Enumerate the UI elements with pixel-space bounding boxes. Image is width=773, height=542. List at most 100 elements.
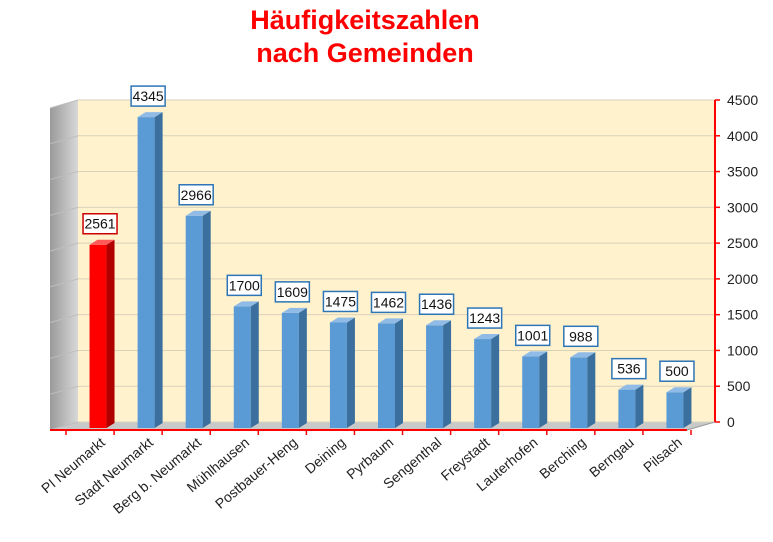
bar-top [570, 352, 596, 358]
y-tick-label: 1000 [727, 342, 758, 358]
data-label-box [514, 324, 551, 347]
bar-front [474, 339, 492, 428]
bar-top [89, 239, 115, 245]
bar-top [618, 384, 644, 390]
bar-front [329, 322, 347, 428]
data-label-box [82, 212, 118, 235]
data-label-text: 536 [617, 361, 641, 377]
bar-side [250, 301, 259, 428]
y-tick-label: 2000 [727, 271, 758, 287]
data-label-text: 500 [665, 363, 689, 379]
bar-front [618, 389, 636, 428]
data-labels: 2561 4345 2966 1700 1609 1475 1462 1436 1243 1001… [82, 85, 695, 382]
bar-side [395, 318, 403, 428]
data-label-8: 1243 [466, 307, 503, 329]
gridline-side [49, 99, 79, 109]
axes [50, 100, 716, 435]
y-tick-label: 1500 [727, 307, 758, 323]
bar-10 [570, 352, 596, 428]
bar-4 [281, 307, 307, 428]
data-label-box [178, 184, 214, 206]
data-label-box [322, 290, 359, 313]
category-label-11: Berngau [586, 434, 637, 480]
bar-5 [329, 317, 355, 428]
bar-front [185, 215, 203, 428]
bar-side [298, 307, 307, 428]
data-label-box [418, 293, 455, 315]
data-label-text: 1243 [469, 310, 500, 326]
data-label-5: 1475 [322, 290, 359, 313]
bar-side [443, 320, 452, 428]
category-label-10: Berching [536, 434, 589, 482]
data-label-11: 536 [611, 357, 647, 380]
y-tick-label: 3000 [727, 199, 758, 215]
side-wall [50, 100, 78, 430]
bars [89, 112, 692, 428]
bar-front [137, 117, 155, 428]
y-tick-label: 2500 [727, 235, 758, 251]
bar-side [154, 112, 163, 428]
bar-2 [185, 210, 211, 428]
data-label-text: 1462 [373, 294, 404, 310]
data-label-4: 1609 [274, 281, 311, 303]
data-label-9: 1001 [514, 324, 551, 347]
data-label-text: 1436 [421, 296, 452, 312]
bar-front [281, 312, 299, 428]
y-tick-label: 500 [727, 378, 751, 394]
data-label-text: 1700 [229, 277, 260, 293]
data-label-10: 988 [563, 325, 599, 348]
data-label-text: 2561 [84, 216, 115, 232]
data-label-box [611, 357, 647, 380]
bar-top [329, 317, 355, 323]
data-label-box [274, 281, 311, 303]
data-label-text: 1609 [277, 284, 308, 300]
bar-front [233, 306, 251, 428]
bar-side [491, 334, 500, 428]
data-label-2: 2966 [178, 184, 214, 206]
bar-11 [618, 384, 644, 428]
bar-top [185, 210, 211, 216]
bar-1 [137, 112, 163, 428]
gridline-side [49, 421, 79, 431]
gridline-side [49, 349, 79, 359]
bar-3 [233, 301, 259, 428]
bar-0 [89, 239, 115, 428]
data-label-text: 2966 [181, 187, 212, 203]
bar-8 [474, 334, 500, 428]
bar-side [202, 210, 211, 428]
bar-front [426, 325, 444, 428]
bar-front [666, 392, 684, 428]
data-label-box [370, 291, 407, 314]
bar-6 [378, 318, 403, 428]
y-tick-label: 0 [727, 414, 735, 430]
bar-top [281, 307, 307, 313]
data-label-text: 1475 [325, 293, 356, 309]
bar-side [106, 239, 115, 428]
data-label-box [659, 360, 695, 382]
bar-top [378, 318, 403, 324]
bar-side [587, 352, 596, 428]
y-axis-ticks: 0 500 1000 1500 2000 2500 3000 3500 4000 4500 [715, 92, 758, 430]
bar-top [474, 334, 500, 340]
bar-front [378, 323, 395, 428]
bar-top [522, 351, 548, 357]
chart-title-line-2: nach Gemeinden [256, 38, 474, 68]
bar-top [426, 320, 452, 326]
bar-top [137, 112, 163, 118]
bar-front [89, 244, 107, 428]
gridline-side [49, 206, 79, 216]
y-tick-label: 4500 [727, 92, 758, 108]
data-label-0: 2561 [82, 212, 118, 235]
gridline-side [49, 171, 79, 181]
bar-12 [666, 387, 692, 428]
data-label-box [466, 307, 503, 329]
gridline-side [49, 135, 79, 145]
bar-side [683, 387, 692, 428]
category-label-2: Berg b. Neumarkt [110, 434, 204, 517]
data-label-6: 1462 [370, 291, 407, 314]
data-label-3: 1700 [226, 274, 263, 297]
data-label-box [130, 85, 166, 107]
floor-edge [686, 421, 716, 431]
bar-7 [426, 320, 452, 428]
gridline-side [49, 242, 79, 252]
